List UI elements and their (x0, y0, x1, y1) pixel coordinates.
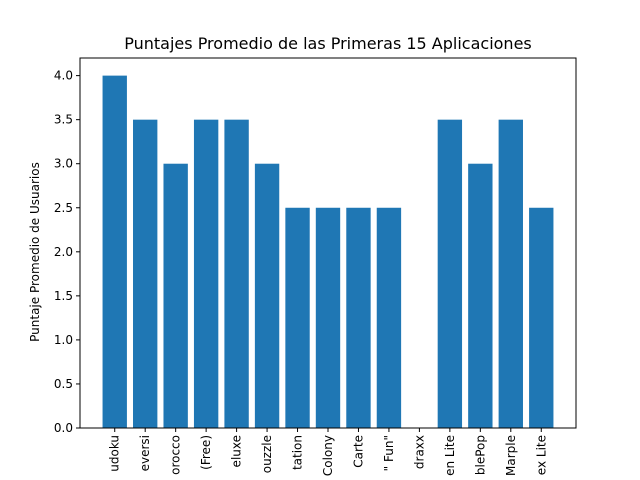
y-axis-ticks: 0.0 0.5 1.0 1.5 2.0 2.5 3.0 3.5 4.0 (54, 69, 80, 435)
y-tick-label: 4.0 (54, 69, 73, 83)
x-tick-label: (Free) (199, 435, 213, 470)
y-axis-label: Puntaje Promedio de Usuarios (28, 162, 42, 342)
y-tick-label: 1.0 (54, 333, 73, 347)
plot-frame (79, 57, 577, 429)
bar-4 (193, 119, 219, 429)
bar-15 (529, 207, 554, 428)
y-tick-label: 0.0 (54, 421, 73, 435)
bar-9 (346, 207, 371, 428)
x-tick-label: " Fun" (382, 435, 396, 471)
chart-title: Puntajes Promedio de las Primeras 15 Apl… (124, 34, 532, 53)
x-tick-label: en Lite (443, 435, 457, 476)
x-tick-label: eversi (138, 435, 152, 471)
y-tick-label: 0.5 (54, 377, 73, 391)
x-tick-label: draxx (412, 435, 426, 469)
x-tick-label: Marple (504, 435, 518, 476)
bars-group (102, 75, 554, 429)
x-tick-label: ex Lite (534, 435, 548, 475)
y-tick-label: 2.5 (54, 201, 73, 215)
x-tick-label: eluxe (230, 435, 244, 467)
x-tick-label: udoku (108, 435, 122, 472)
x-axis-ticks: udoku eversi orocco (Free) eluxe ouzzle tation… (108, 428, 548, 476)
x-tick-label: Colony (321, 435, 335, 476)
bar-1 (102, 75, 127, 429)
bar-5 (224, 119, 249, 429)
bar-14 (498, 119, 523, 429)
bar-7 (285, 207, 310, 428)
y-tick-label: 1.5 (54, 289, 73, 303)
bar-13 (468, 163, 493, 428)
x-tick-label: blePop (473, 435, 487, 475)
y-tick-label: 3.0 (54, 157, 73, 171)
bar-2 (133, 119, 158, 429)
bar-10 (376, 207, 402, 428)
x-tick-label: Carte (351, 435, 365, 468)
bar-3 (163, 163, 188, 428)
x-tick-label: orocco (169, 435, 183, 475)
bar-6 (254, 163, 280, 428)
bar-8 (315, 207, 341, 428)
bar-12 (437, 119, 463, 429)
y-tick-label: 2.0 (54, 245, 73, 259)
x-tick-label: tation (291, 435, 305, 470)
y-tick-label: 3.5 (54, 113, 73, 127)
x-tick-label: ouzzle (260, 435, 274, 473)
